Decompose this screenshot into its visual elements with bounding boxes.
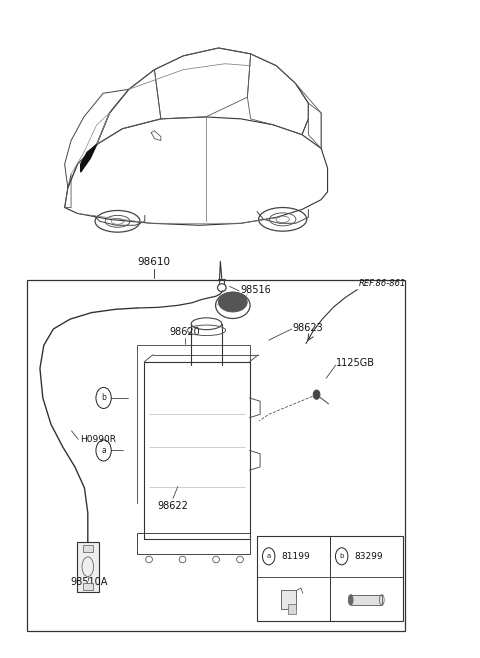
Text: 98620: 98620	[169, 327, 200, 337]
Text: a: a	[101, 446, 106, 455]
Text: 98623: 98623	[293, 322, 324, 333]
Text: 98516: 98516	[240, 285, 271, 295]
Ellipse shape	[348, 595, 353, 605]
Text: a: a	[266, 553, 271, 559]
Ellipse shape	[313, 390, 320, 399]
FancyBboxPatch shape	[281, 590, 296, 609]
Bar	[27, 280, 405, 631]
Bar	[257, 536, 403, 621]
Bar	[351, 595, 382, 605]
Text: H0990R: H0990R	[80, 435, 116, 443]
Text: 98610: 98610	[137, 257, 170, 267]
Text: b: b	[339, 553, 344, 559]
Text: 98510A: 98510A	[70, 577, 108, 587]
Text: 81199: 81199	[282, 552, 311, 561]
Polygon shape	[81, 145, 96, 172]
Ellipse shape	[218, 292, 247, 312]
Bar	[83, 545, 93, 551]
FancyBboxPatch shape	[288, 605, 296, 614]
Bar	[83, 583, 93, 590]
FancyBboxPatch shape	[77, 542, 99, 592]
Text: 98622: 98622	[157, 501, 189, 511]
Text: b: b	[101, 393, 106, 403]
Text: 83299: 83299	[355, 552, 383, 561]
Text: 1125GB: 1125GB	[336, 358, 375, 368]
Text: REF.86-861: REF.86-861	[359, 278, 406, 288]
